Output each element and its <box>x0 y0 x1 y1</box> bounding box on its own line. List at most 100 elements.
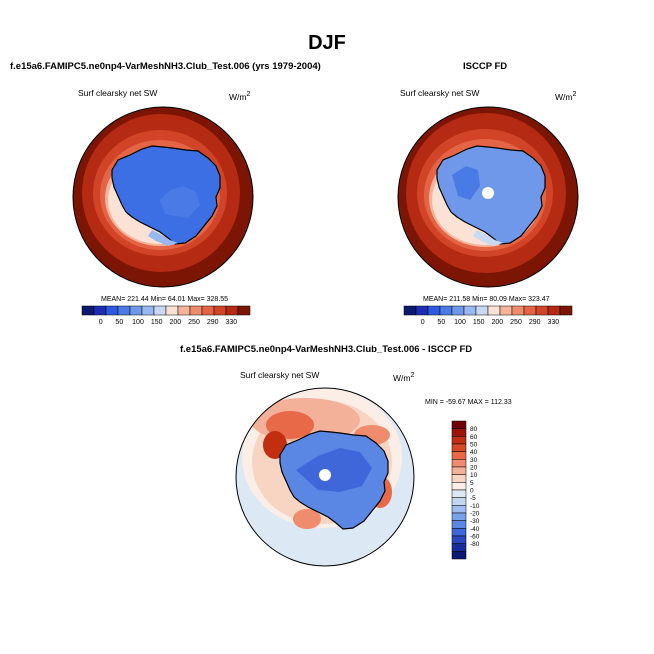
panel3-colorbar-label: 50 <box>470 442 478 449</box>
panel2-colorbar-box <box>499 305 513 316</box>
panel3-colorbar-box <box>451 466 467 475</box>
panel3-colorbar-label: 80 <box>470 426 478 433</box>
panel2-colorbar-box <box>523 305 537 316</box>
panel2-colorbar-box <box>415 305 429 316</box>
panel1-colorbar-box <box>177 305 191 316</box>
panel3-colorbar-label: -30 <box>470 518 480 525</box>
panel1-colorbar-box <box>141 305 155 316</box>
panel1-colorbar-box <box>93 305 107 316</box>
panel3-colorbar-box <box>451 543 467 552</box>
panel1-colorbar-label: 330 <box>225 319 237 326</box>
panel3-colorbar-label: 30 <box>470 457 478 464</box>
panel3-colorbar-label: -10 <box>470 503 480 510</box>
panel2-colorbar-box <box>403 305 417 316</box>
panel3-colorbar-box <box>451 428 467 437</box>
panel3-colorbar-box <box>451 512 467 521</box>
panel3-colorbar-box <box>451 489 467 498</box>
panel2-colorbar-label: 50 <box>437 319 445 326</box>
panel3-colorbar-box <box>451 520 467 529</box>
panel1-colorbar-box <box>189 305 203 316</box>
panel1-interior-patch <box>160 186 200 218</box>
panel1-frame <box>72 106 254 288</box>
panel1-colorbar-label: 290 <box>207 319 219 326</box>
panel2-colorbar-label: 330 <box>547 319 559 326</box>
panel1-ross-ice <box>148 230 178 246</box>
panel2-ross-ice <box>473 230 503 246</box>
panel3-colorbar-box <box>451 474 467 483</box>
panel1-colorbar-box <box>105 305 119 316</box>
panel2-colorbar-box <box>475 305 489 316</box>
panel2-colorbar-box <box>451 305 465 316</box>
panel1-colorbar-box <box>225 305 239 316</box>
panel3-stats: MIN = -59.67 MAX = 112.33 <box>425 399 512 406</box>
panel2-colorbar-label: 250 <box>510 319 522 326</box>
panel1-colorbar-box <box>81 305 95 316</box>
panel1-colorbar-label: 50 <box>115 319 123 326</box>
panel2-colorbar-box <box>487 305 501 316</box>
panel1-units: W/m2 <box>229 91 251 102</box>
panel3-colorbar-label: 40 <box>470 449 478 456</box>
panel1-colorbar-box <box>129 305 143 316</box>
panel2-colorbar-box <box>535 305 549 316</box>
panel1-colorbar-box <box>165 305 179 316</box>
panel2-colorbar-label: 150 <box>473 319 485 326</box>
panel3-variable: Surf clearsky net SW <box>240 370 320 380</box>
panel3-colorbar-label: -80 <box>470 541 480 548</box>
panel2-colorbar-box <box>559 305 573 316</box>
panel3-colorbar-label: -5 <box>470 495 476 502</box>
panel3-band-60-west <box>263 431 287 459</box>
panel2-colorbar: 0 50 100 150 200 250 290 330 <box>403 305 573 326</box>
panel1-colorbar-label: 0 <box>99 319 103 326</box>
panel1-colorbar: 0 50 100 150 200 250 290 330 <box>81 305 251 326</box>
panel3-colorbar-box <box>451 505 467 514</box>
panel3-colorbar-label: 20 <box>470 465 478 472</box>
panel3-colorbar-box <box>451 451 467 460</box>
panel3-colorbar-label: 60 <box>470 434 478 441</box>
panel2-colorbar-label: 200 <box>491 319 503 326</box>
panel2-colorbar-label: 100 <box>454 319 466 326</box>
panel1-variable: Surf clearsky net SW <box>78 88 158 98</box>
panel2-colorbar-label: 290 <box>529 319 541 326</box>
panel3-colorbar-label: -40 <box>470 526 480 533</box>
panel3-interior-cool <box>296 448 372 492</box>
panel1-colorbar-box <box>117 305 131 316</box>
panel2-west-patch <box>452 166 480 200</box>
panel1-colorbar-box <box>237 305 251 316</box>
panel2-colorbar-box <box>439 305 453 316</box>
panel1-case-title: f.e15a6.FAMIPC5.ne0np4-VarMeshNH3.Club_T… <box>10 61 321 72</box>
page-title: DJF <box>308 32 346 54</box>
panel2-units: W/m2 <box>555 91 577 102</box>
panel3-colorbar-box <box>451 528 467 537</box>
panel1-colorbar-box <box>201 305 215 316</box>
panel2-colorbar-box <box>427 305 441 316</box>
panel3-colorbar-box <box>451 443 467 452</box>
panel3-colorbar-box <box>451 535 467 544</box>
panel1-colorbar-box <box>213 305 227 316</box>
panel2-case-title: ISCCP FD <box>463 61 508 72</box>
panel1-stats: MEAN= 221.44 Min= 64.01 Max= 328.55 <box>101 296 229 303</box>
panel2-colorbar-box <box>547 305 561 316</box>
panel1-colorbar-label: 250 <box>188 319 200 326</box>
panel3-frame <box>235 387 415 567</box>
panel1-colorbar-label: 200 <box>169 319 181 326</box>
panel2-pole-hole <box>482 187 494 199</box>
panel3-map <box>235 387 415 567</box>
panel2-variable: Surf clearsky net SW <box>400 88 480 98</box>
panel3-pole-hole <box>319 469 331 481</box>
panel3-colorbar-box <box>451 497 467 506</box>
panel3-case-title: f.e15a6.FAMIPC5.ne0np4-VarMeshNH3.Club_T… <box>180 344 473 355</box>
panel3-colorbar-label: 5 <box>470 480 474 487</box>
panel2-stats: MEAN= 211.58 Min= 80.09 Max= 323.47 <box>423 296 550 303</box>
panel3-colorbar-box <box>451 420 467 429</box>
panel3-colorbar-box <box>451 551 467 560</box>
panel3-colorbar-box <box>451 436 467 445</box>
panel3-colorbar-label: 10 <box>470 472 478 479</box>
panel3-units: W/m2 <box>393 372 415 383</box>
panel2-frame <box>397 106 579 288</box>
panel3-colorbar-label: 0 <box>470 488 474 495</box>
panel3-band-20-south <box>293 509 321 529</box>
panel3-colorbar-box <box>451 459 467 468</box>
panel3-colorbar-label: -20 <box>470 511 480 518</box>
panel3-colorbar-box <box>451 482 467 491</box>
